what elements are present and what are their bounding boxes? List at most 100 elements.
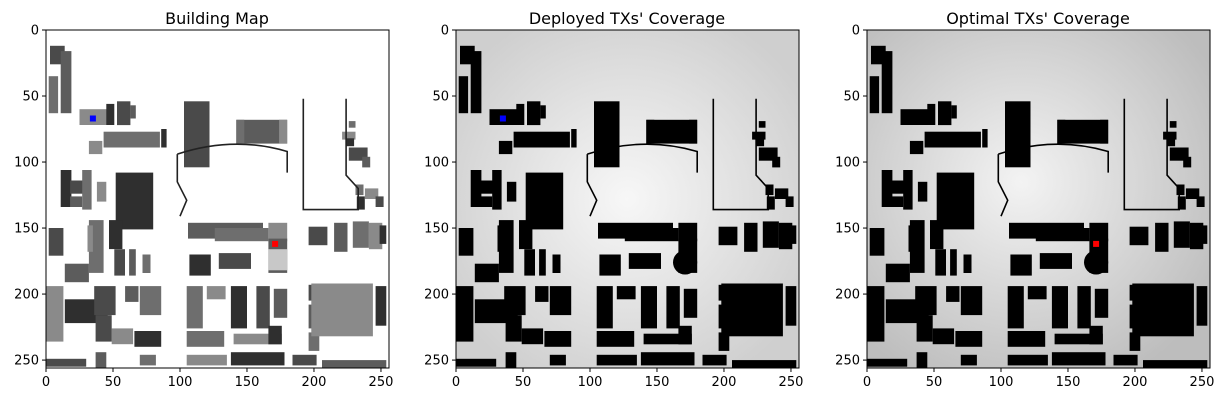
panel-title: Optimal TXs' Coverage: [946, 9, 1130, 28]
x-tick-label: 150: [1056, 375, 1081, 390]
structure-outline: [712, 98, 769, 211]
building-block: [881, 51, 893, 114]
building-block: [348, 121, 356, 128]
building-block: [368, 222, 383, 250]
building-block: [616, 286, 636, 300]
building-block: [322, 360, 387, 368]
building-block: [624, 228, 679, 242]
building-block: [1089, 325, 1103, 345]
structure-outline: [1123, 98, 1180, 211]
x-tick-label: 50: [105, 375, 122, 390]
y-tick-label: 0: [441, 24, 449, 39]
building-block: [186, 354, 227, 366]
building-block: [458, 76, 469, 114]
building-block: [46, 286, 64, 342]
building-block: [1039, 253, 1072, 269]
building-block: [909, 140, 924, 155]
x-tick-label: 100: [168, 375, 193, 390]
panel-building-map: Building Map 0 50 100 150 200 250050100150200…: [14, 9, 393, 390]
building-block: [82, 170, 92, 210]
building-block: [70, 196, 83, 207]
building-block: [1100, 119, 1109, 144]
building-block: [362, 156, 371, 168]
building-block: [519, 220, 533, 250]
structure-outline: [177, 143, 288, 173]
building-block: [540, 105, 546, 119]
building-block: [927, 103, 936, 125]
building-block: [1010, 254, 1032, 276]
building-block: [1200, 225, 1208, 244]
structure-outline: [302, 98, 359, 211]
structure-outline: [176, 154, 188, 217]
building-block: [1007, 286, 1024, 329]
building-block: [1129, 226, 1149, 246]
building-block: [1163, 131, 1177, 140]
x-tick-label: 200: [302, 375, 327, 390]
building-block: [355, 184, 364, 196]
building-block: [960, 354, 977, 366]
building-block: [1077, 286, 1091, 329]
building-block: [161, 129, 167, 148]
building-block: [364, 188, 379, 199]
building-block: [458, 228, 474, 256]
x-tick-label: 50: [926, 375, 943, 390]
building-block: [492, 170, 502, 210]
panel-title: Deployed TXs' Coverage: [529, 9, 725, 28]
building-block: [535, 286, 549, 302]
axes-frame: [455, 29, 800, 369]
building-block: [268, 325, 282, 345]
building-block: [525, 172, 564, 230]
building-block: [544, 331, 572, 347]
building-block: [256, 286, 270, 329]
y-tick-label: 200: [835, 288, 860, 303]
building-block: [1057, 119, 1109, 144]
building-block: [184, 101, 210, 168]
panel-title: Building Map: [165, 9, 269, 28]
y-tick-label: 250: [424, 354, 449, 369]
building-block: [908, 225, 914, 252]
building-block: [114, 249, 125, 276]
building-block: [48, 76, 59, 114]
building-block: [186, 286, 203, 329]
building-block: [643, 333, 692, 345]
building-block: [774, 188, 789, 199]
building-block: [946, 286, 960, 302]
building-block: [106, 103, 115, 125]
building-block: [268, 222, 288, 242]
building-block: [756, 138, 765, 147]
building-block: [1196, 286, 1208, 326]
building-block: [596, 354, 637, 366]
building-block: [236, 119, 245, 144]
building-block: [1057, 119, 1066, 144]
building-block: [352, 221, 369, 248]
building-block: [766, 196, 775, 210]
tx-marker: [1093, 240, 1100, 247]
building-block: [456, 358, 497, 367]
building-block: [505, 315, 522, 342]
building-block: [474, 263, 499, 283]
tx-marker: [499, 115, 506, 122]
building-block: [236, 119, 288, 144]
building-block: [342, 131, 356, 140]
building-block: [1177, 196, 1186, 210]
building-block: [1155, 222, 1169, 252]
building-block: [955, 331, 983, 347]
building-block: [1143, 360, 1208, 368]
building-block: [900, 109, 929, 125]
y-tick-label: 200: [424, 288, 449, 303]
building-block: [1189, 222, 1204, 250]
building-block: [125, 286, 139, 302]
building-block: [646, 119, 698, 144]
building-block: [744, 222, 758, 252]
building-block: [88, 140, 103, 155]
building-block: [1094, 288, 1109, 318]
building-block: [1089, 222, 1109, 242]
building-block: [702, 354, 727, 366]
building-block: [1196, 196, 1205, 207]
building-block: [1169, 121, 1177, 128]
y-tick-label: 50: [432, 90, 449, 105]
building-block: [206, 286, 226, 300]
building-block: [279, 119, 288, 144]
building-block: [1054, 333, 1103, 345]
